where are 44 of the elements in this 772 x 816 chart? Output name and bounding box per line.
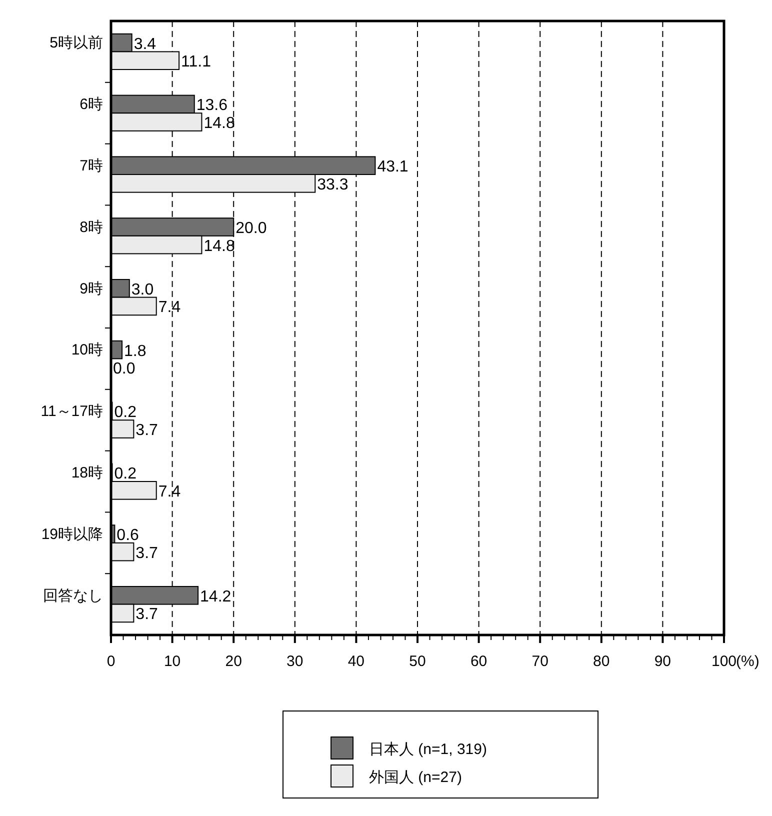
y-tick-label: 回答なし: [43, 587, 103, 604]
y-tick-label: 6時: [80, 96, 103, 114]
data-label: 3.7: [136, 544, 158, 562]
data-label: 13.6: [196, 97, 228, 114]
x-tick-label: 30: [286, 653, 304, 670]
x-tick-label: 90: [654, 653, 672, 670]
data-label: 14.2: [200, 588, 232, 606]
x-tick-label: 50: [409, 653, 426, 670]
y-tick-label: 9時: [80, 280, 103, 298]
x-tick-label: 40: [348, 653, 365, 670]
data-label: 1.8: [124, 342, 146, 360]
legend-label: 日本人 (n=1, 319): [369, 741, 487, 758]
data-label: 0.0: [113, 360, 136, 378]
x-tick-label: 100: [711, 653, 737, 670]
y-tick-label: 8時: [80, 218, 103, 236]
data-label: 33.3: [317, 176, 348, 194]
y-tick-label: 10時: [71, 342, 103, 359]
x-tick-label: 20: [225, 653, 242, 670]
data-label: 3.4: [134, 36, 156, 53]
data-label: 14.8: [204, 115, 235, 132]
data-label: 0.2: [114, 404, 137, 422]
data-label: 11.1: [181, 54, 212, 71]
x-tick-label: 0: [106, 653, 116, 670]
data-label: 0.6: [116, 526, 140, 544]
y-tick-label: 11～17時: [40, 403, 103, 420]
x-tick-label: 10: [164, 653, 181, 670]
data-label: 7.4: [158, 483, 181, 500]
legend-label: 外国人 (n=27): [369, 769, 462, 786]
data-label: 14.8: [204, 238, 235, 255]
data-label: 3.0: [131, 281, 154, 298]
y-tick-label: 7時: [80, 158, 103, 174]
x-tick-label: 60: [470, 653, 488, 670]
y-tick-label: 18時: [71, 464, 103, 482]
data-label: 20.0: [236, 220, 267, 237]
data-label: 0.2: [114, 466, 137, 483]
data-label: 3.7: [136, 606, 158, 624]
y-tick-label: 5時以前: [50, 34, 103, 52]
data-label: 7.4: [158, 299, 181, 316]
data-label: 43.1: [377, 158, 408, 176]
x-tick-label: 80: [593, 653, 610, 670]
x-axis-title: (%): [736, 653, 760, 670]
data-label: 3.7: [136, 422, 158, 440]
x-tick-label: 70: [532, 653, 548, 670]
y-tick-label: 19時以降: [41, 526, 103, 543]
